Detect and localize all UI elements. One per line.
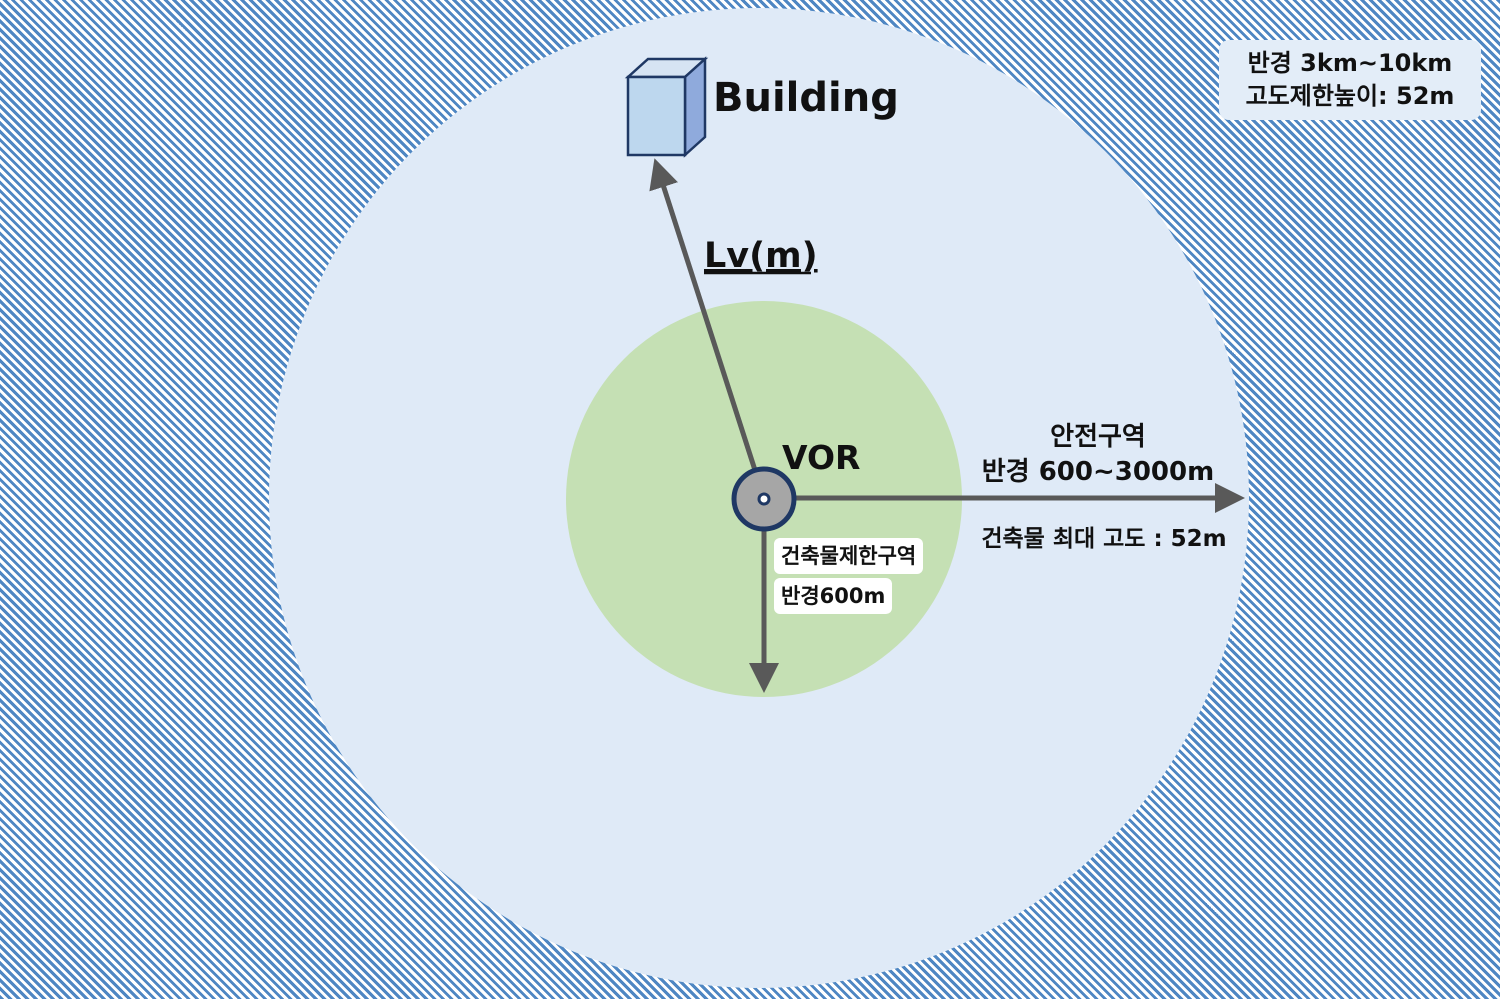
legend-height-text: 고도제한높이: 52m xyxy=(1245,82,1455,110)
restricted-zone-title: 건축물제한구역 xyxy=(774,538,924,574)
distance-label: Lv(m) xyxy=(704,236,818,276)
safety-zone-max-height: 건축물 최대 고도 : 52m xyxy=(981,526,1226,552)
building-icon xyxy=(624,56,709,158)
legend-radius-text: 반경 3km~10km xyxy=(1247,49,1453,77)
vor-label: VOR xyxy=(782,438,860,477)
restricted-zone-radius: 반경600m xyxy=(774,578,893,614)
distance-arrow xyxy=(649,158,785,524)
vor-station-icon xyxy=(731,466,797,532)
legend-box: 반경 3km~10km 고도제한높이: 52m xyxy=(1219,40,1481,120)
safety-zone-radius: 반경 600~3000m xyxy=(982,457,1214,487)
safety-zone-title: 안전구역 xyxy=(1050,422,1146,452)
building-label: Building xyxy=(713,75,899,121)
